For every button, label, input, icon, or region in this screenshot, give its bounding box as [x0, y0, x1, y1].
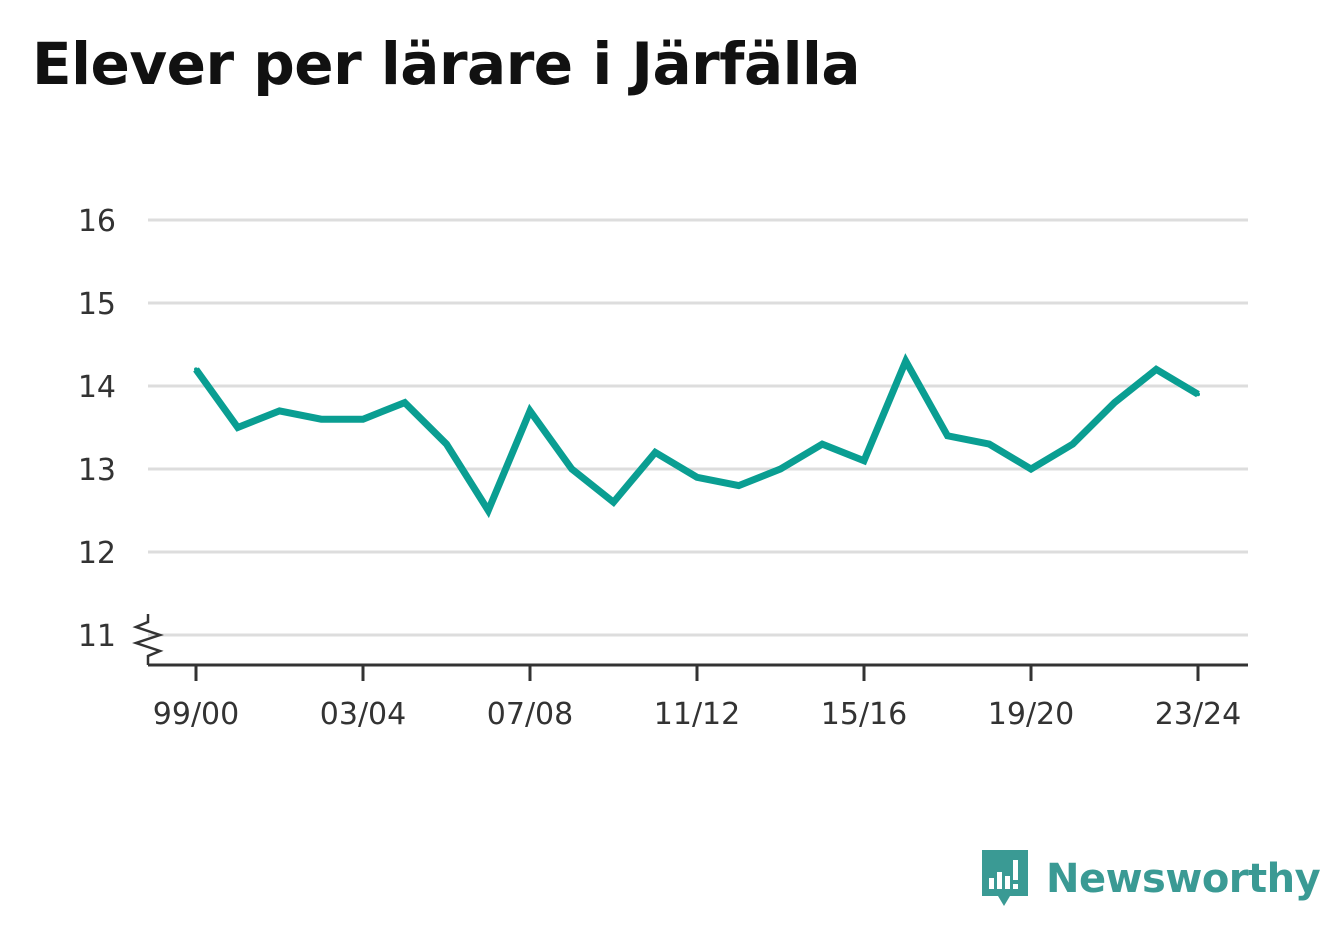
x-tick-label: 23/24 — [1155, 697, 1241, 732]
y-tick-label: 14 — [78, 370, 116, 405]
x-axis — [132, 614, 1248, 681]
data-point — [778, 467, 783, 471]
y-axis-break — [132, 614, 164, 665]
data-point — [319, 417, 324, 422]
data-point — [611, 500, 616, 505]
data-point — [820, 442, 825, 447]
x-tick-label: 19/20 — [988, 697, 1074, 732]
x-tick-label: 99/00 — [153, 697, 239, 732]
data-point — [1112, 400, 1117, 405]
series-layer — [193, 353, 1200, 519]
data-point — [194, 367, 198, 372]
data-point — [1196, 392, 1200, 397]
data-point — [862, 458, 866, 463]
data-point — [903, 359, 908, 364]
y-tick-label: 13 — [78, 453, 116, 488]
data-point — [277, 408, 282, 413]
x-tick-label: 15/16 — [821, 697, 907, 732]
y-tick-label: 16 — [78, 204, 116, 239]
data-point — [486, 508, 491, 513]
series-line — [193, 353, 1200, 519]
x-tick-label: 11/12 — [654, 697, 740, 732]
x-tick-label: 03/04 — [320, 697, 406, 732]
data-point — [444, 442, 449, 447]
data-point — [1029, 467, 1033, 471]
data-point — [1070, 442, 1075, 447]
data-point — [361, 417, 365, 422]
data-point — [987, 442, 992, 447]
data-point — [695, 475, 699, 480]
data-point — [1154, 367, 1159, 372]
data-point — [945, 433, 950, 438]
data-point — [402, 400, 407, 405]
data-point — [736, 483, 741, 488]
y-tick-label: 15 — [78, 287, 116, 322]
y-tick-label: 11 — [78, 619, 116, 654]
data-point — [235, 425, 240, 430]
newsworthy-logo[interactable]: Newsworthy — [980, 848, 1321, 910]
chart-title: Elever per lärare i Järfälla — [32, 30, 861, 98]
gridlines — [148, 218, 1248, 637]
data-point — [569, 467, 574, 471]
newsworthy-chart-icon — [982, 850, 1028, 906]
data-point — [653, 450, 658, 455]
brand-name: Newsworthy — [1046, 856, 1321, 902]
y-tick-label: 12 — [78, 536, 116, 571]
data-point — [528, 408, 532, 413]
tick-labels: 11 12 13 14 15 16 99/00 03/04 07/08 11/12 15/16 19/… — [78, 204, 1241, 732]
x-tick-label: 07/08 — [487, 697, 573, 732]
